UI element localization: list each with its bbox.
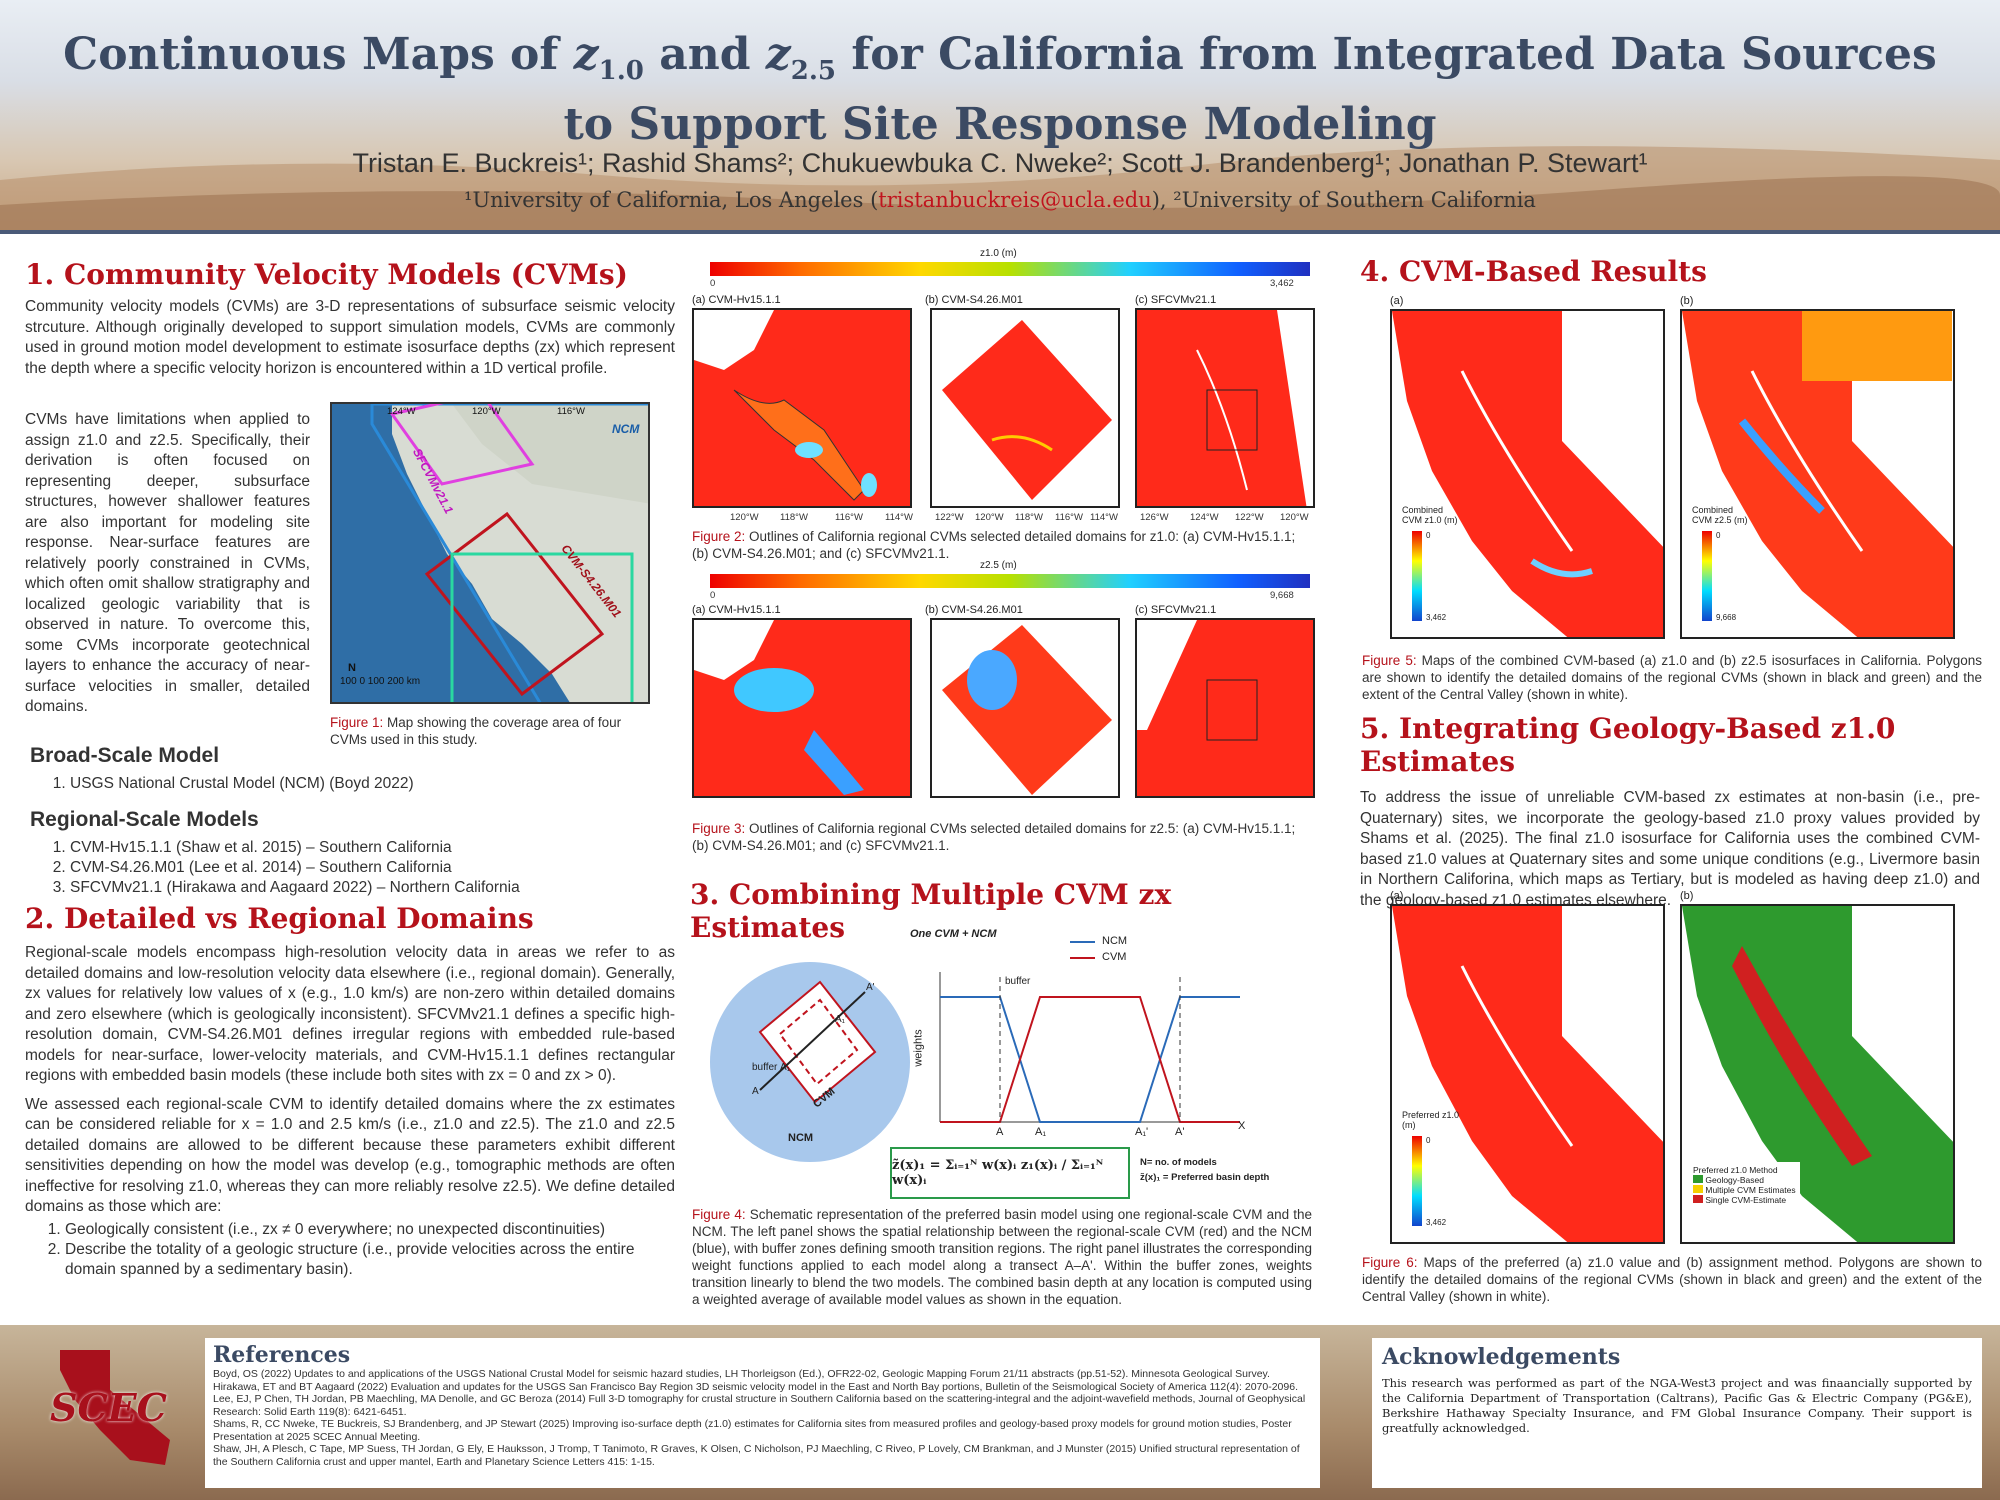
map-combined-z10 (1390, 309, 1665, 639)
model-lists: Broad-Scale Model USGS National Crustal … (30, 744, 670, 898)
reference: Hirakawa, ET and BT Aagaard (2022) Evalu… (213, 1380, 1298, 1393)
map-s426-z10 (930, 308, 1120, 508)
figure-1-map: 124°W 120°W 116°W NCM SFCVMv21.1 CVM-S4.… (330, 402, 650, 704)
section-5-para: To address the issue of unreliable CVM-b… (1360, 789, 1980, 909)
list-item: SFCVMv21.1 (Hirakawa and Aagaard 2022) –… (70, 878, 670, 898)
california-coverage-map (370, 404, 648, 702)
section-3: 3. Combining Multiple CVM zx Estimates (690, 878, 1330, 944)
acknowledgements-box: Acknowledgements This research was perfo… (1372, 1338, 1982, 1488)
broad-scale-list: USGS National Crustal Model (NCM) (Boyd … (30, 774, 670, 794)
figure-2: z1.0 (m) 0 3,462 (a) CVM-Hv15.1.1 (b) CV… (690, 242, 1330, 853)
section-5: 5. Integrating Geology-Based z1.0 Estima… (1360, 712, 1980, 911)
affiliations: ¹University of California, Los Angeles (… (464, 188, 1536, 212)
poster-title: Continuous Maps of z1.0 and z2.5 for Cal… (63, 29, 1937, 150)
north-arrow-icon: N (348, 662, 356, 674)
figure-5: (a) (b) Combined CVM z1.0 (m) 0 3,462 Co… (1360, 295, 1985, 640)
section-1-intro: Community velocity models (CVMs) are 3-D… (25, 298, 675, 377)
reference: Lee, EJ, P Chen, TH Jordan, PB Maechling… (213, 1393, 1306, 1418)
detailed-domain-criteria: Geologically consistent (i.e., zx ≠ 0 ev… (25, 1220, 675, 1280)
map-s426-z25 (930, 618, 1120, 798)
list-item: Describe the totality of a geologic stru… (65, 1240, 675, 1280)
figure-3-caption: Figure 3: Outlines of California regiona… (692, 821, 1296, 853)
figure-5-caption: Figure 5: Maps of the combined CVM-based… (1362, 653, 1982, 702)
section-2: 2. Detailed vs Regional Domains Regional… (25, 902, 675, 1280)
scec-logo (60, 1350, 170, 1465)
section-1-limitations: CVMs have limitations when applied to as… (25, 411, 310, 715)
figure-4-diagram: One CVM + NCM NCM CVM buffer weights A A… (700, 922, 1330, 1204)
figure-6: (a) (b) Preferred z1.0 (m) 0 3,462 Prefe… (1360, 890, 1985, 1245)
section-4: 4. CVM-Based Results (1360, 255, 1980, 288)
scale-bar: 100 0 100 200 km (340, 676, 421, 687)
section-2-para-1: Regional-scale models encompass high-res… (25, 944, 675, 1084)
colorbar (710, 262, 1310, 276)
section-2-heading: 2. Detailed vs Regional Domains (25, 902, 534, 935)
section-1-heading: 1. Community Velocity Models (CVMs) (25, 258, 628, 291)
reference: Shaw, JH, A Plesch, C Tape, MP Suess, TH… (213, 1443, 1300, 1468)
section-1-limits: CVMs have limitations when applied to as… (25, 410, 310, 718)
colorbar (710, 574, 1310, 588)
section-4-heading: 4. CVM-Based Results (1360, 255, 1707, 288)
section-1: 1. Community Velocity Models (CVMs) Comm… (25, 258, 675, 379)
list-item: Geologically consistent (i.e., zx ≠ 0 ev… (65, 1220, 675, 1240)
figure-6-caption: Figure 6: Maps of the preferred (a) z1.0… (1362, 1255, 1982, 1304)
section-3-heading: 3. Combining Multiple CVM zx Estimates (690, 878, 1172, 944)
map-preferred-z10 (1390, 904, 1665, 1244)
map-sfcvm-z25 (1135, 618, 1315, 798)
map-hv15-z25 (692, 618, 912, 798)
section-2-para-2: We assessed each regional-scale CVM to i… (25, 1095, 675, 1216)
header-divider (0, 230, 2000, 234)
broad-scale-heading: Broad-Scale Model (30, 744, 220, 767)
figure-4-caption: Figure 4: Schematic representation of th… (692, 1207, 1312, 1307)
email-link[interactable]: tristanbuckreis@ucla.edu (878, 188, 1152, 212)
figure-2-caption: Figure 2: Outlines of California regiona… (692, 529, 1296, 561)
reference: Boyd, OS (2022) Updates to and applicati… (213, 1368, 1270, 1380)
section-5-heading: 5. Integrating Geology-Based z1.0 Estima… (1360, 712, 1896, 778)
ncm-label: NCM (612, 422, 640, 436)
references-box: References Boyd, OS (2022) Updates to an… (205, 1338, 1320, 1488)
scec-wordmark: SCEC (50, 1385, 167, 1430)
method-legend: Preferred z1.0 Method Geology-Based Mult… (1690, 1162, 1800, 1208)
weighted-average-equation: z̃(x)₁ = Σᵢ₌₁ᴺ w(x)ᵢ z₁(x)ᵢ / Σᵢ₌₁ᴺ w(x)… (890, 1147, 1130, 1199)
list-item: CVM-Hv15.1.1 (Shaw et al. 2015) – Southe… (70, 838, 670, 858)
header-landscape (0, 146, 2000, 230)
authors: Tristan E. Buckreis¹; Rashid Shams²; Chu… (352, 148, 1648, 178)
regional-scale-list: CVM-Hv15.1.1 (Shaw et al. 2015) – Southe… (30, 838, 670, 898)
list-item: USGS National Crustal Model (NCM) (Boyd … (70, 774, 670, 794)
map-sfcvm-z10 (1135, 308, 1315, 508)
map-hv15-z10 (692, 308, 912, 508)
figure-1-caption: Figure 1: Map showing the coverage area … (330, 715, 622, 747)
reference: Shams, R, CC Nweke, TE Buckreis, SJ Bran… (213, 1418, 1292, 1443)
poster-header: Continuous Maps of z1.0 and z2.5 for Cal… (0, 0, 2000, 230)
map-combined-z25 (1680, 309, 1955, 639)
regional-scale-heading: Regional-Scale Models (30, 808, 259, 831)
list-item: CVM-S4.26.M01 (Lee et al. 2014) – Southe… (70, 858, 670, 878)
